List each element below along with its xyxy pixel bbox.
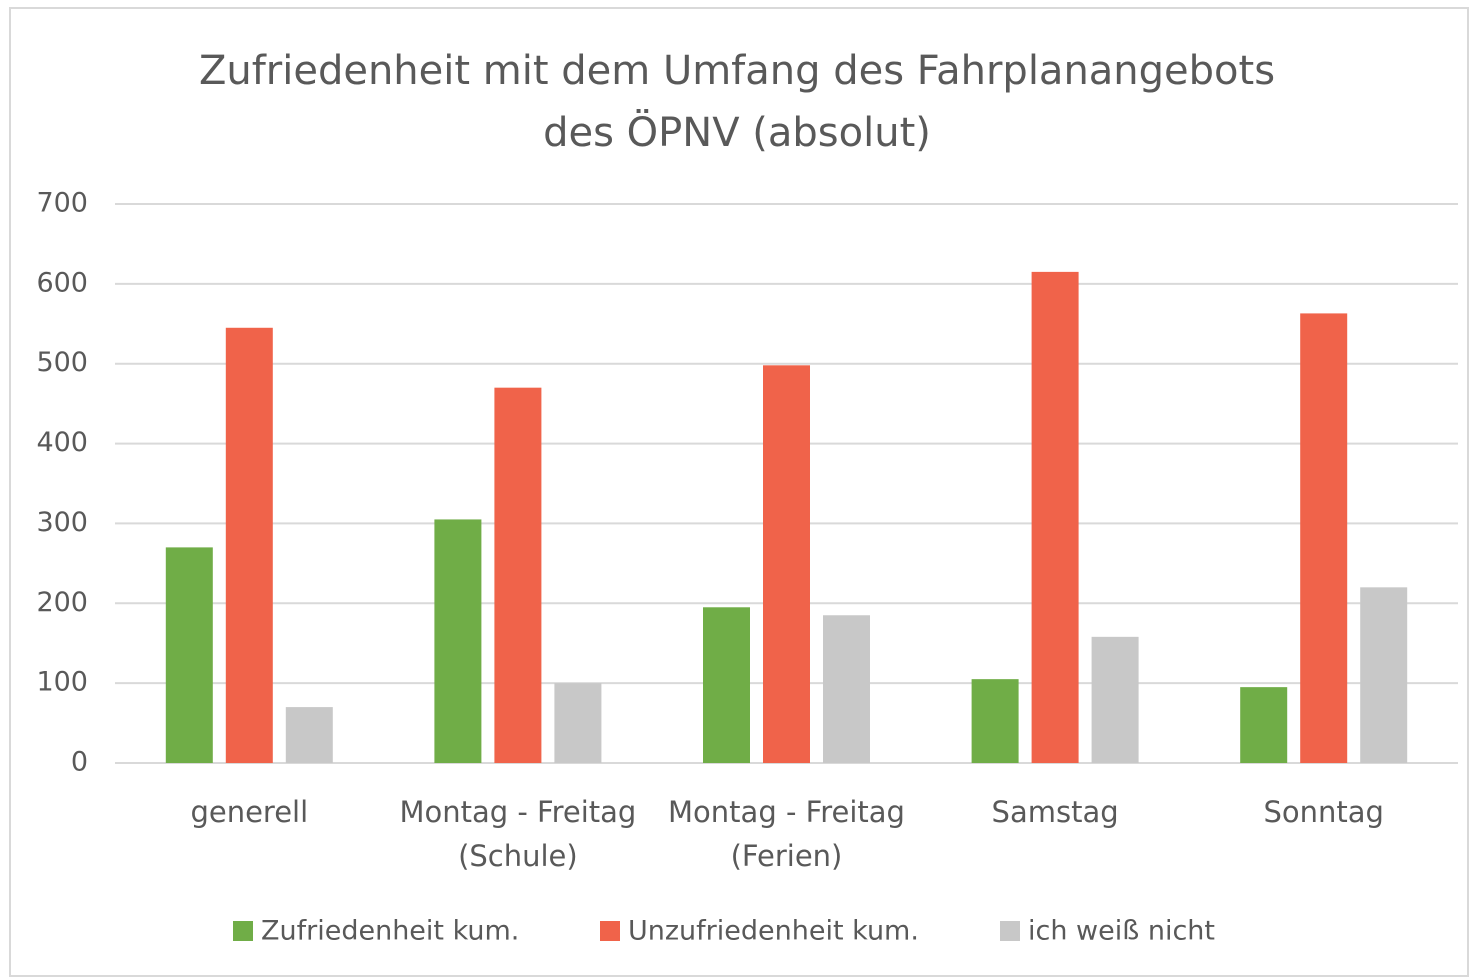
legend-swatch <box>600 921 620 941</box>
y-tick-label: 0 <box>71 747 88 778</box>
bar <box>1300 313 1348 763</box>
bar <box>285 707 333 763</box>
bar <box>763 365 810 763</box>
bar <box>1360 587 1408 763</box>
legend-label: Zufriedenheit kum. <box>261 916 519 947</box>
y-tick-label: 500 <box>36 347 88 378</box>
bar <box>225 327 273 763</box>
y-tick-label: 100 <box>36 667 88 698</box>
x-tick-label: generell <box>190 795 309 829</box>
x-tick-label: Sonntag <box>1263 795 1384 829</box>
y-tick-label: 200 <box>36 587 88 618</box>
bar <box>1091 636 1139 763</box>
bar <box>1240 687 1288 763</box>
x-tick-label: Montag - Freitag (Schule) <box>399 795 637 873</box>
y-tick-label: 600 <box>36 267 88 298</box>
legend-swatch <box>233 921 253 941</box>
legend-swatch <box>1000 921 1020 941</box>
chart-title: Zufriedenheit mit dem Umfang des Fahrpla… <box>198 48 1276 156</box>
bar <box>434 519 482 763</box>
bar <box>823 615 870 763</box>
bar <box>165 547 213 763</box>
y-tick-label: 400 <box>36 427 88 458</box>
legend-label: ich weiß nicht <box>1028 916 1215 947</box>
bar <box>494 387 542 763</box>
bar <box>1031 271 1079 763</box>
bar <box>554 683 602 763</box>
bar <box>971 679 1019 763</box>
x-tick-label: Samstag <box>991 795 1119 829</box>
bar <box>703 607 750 763</box>
y-tick-label: 700 <box>36 188 88 219</box>
y-tick-label: 300 <box>36 507 88 538</box>
legend-label: Unzufriedenheit kum. <box>628 916 919 947</box>
x-tick-label: Montag - Freitag (Ferien) <box>668 795 905 873</box>
